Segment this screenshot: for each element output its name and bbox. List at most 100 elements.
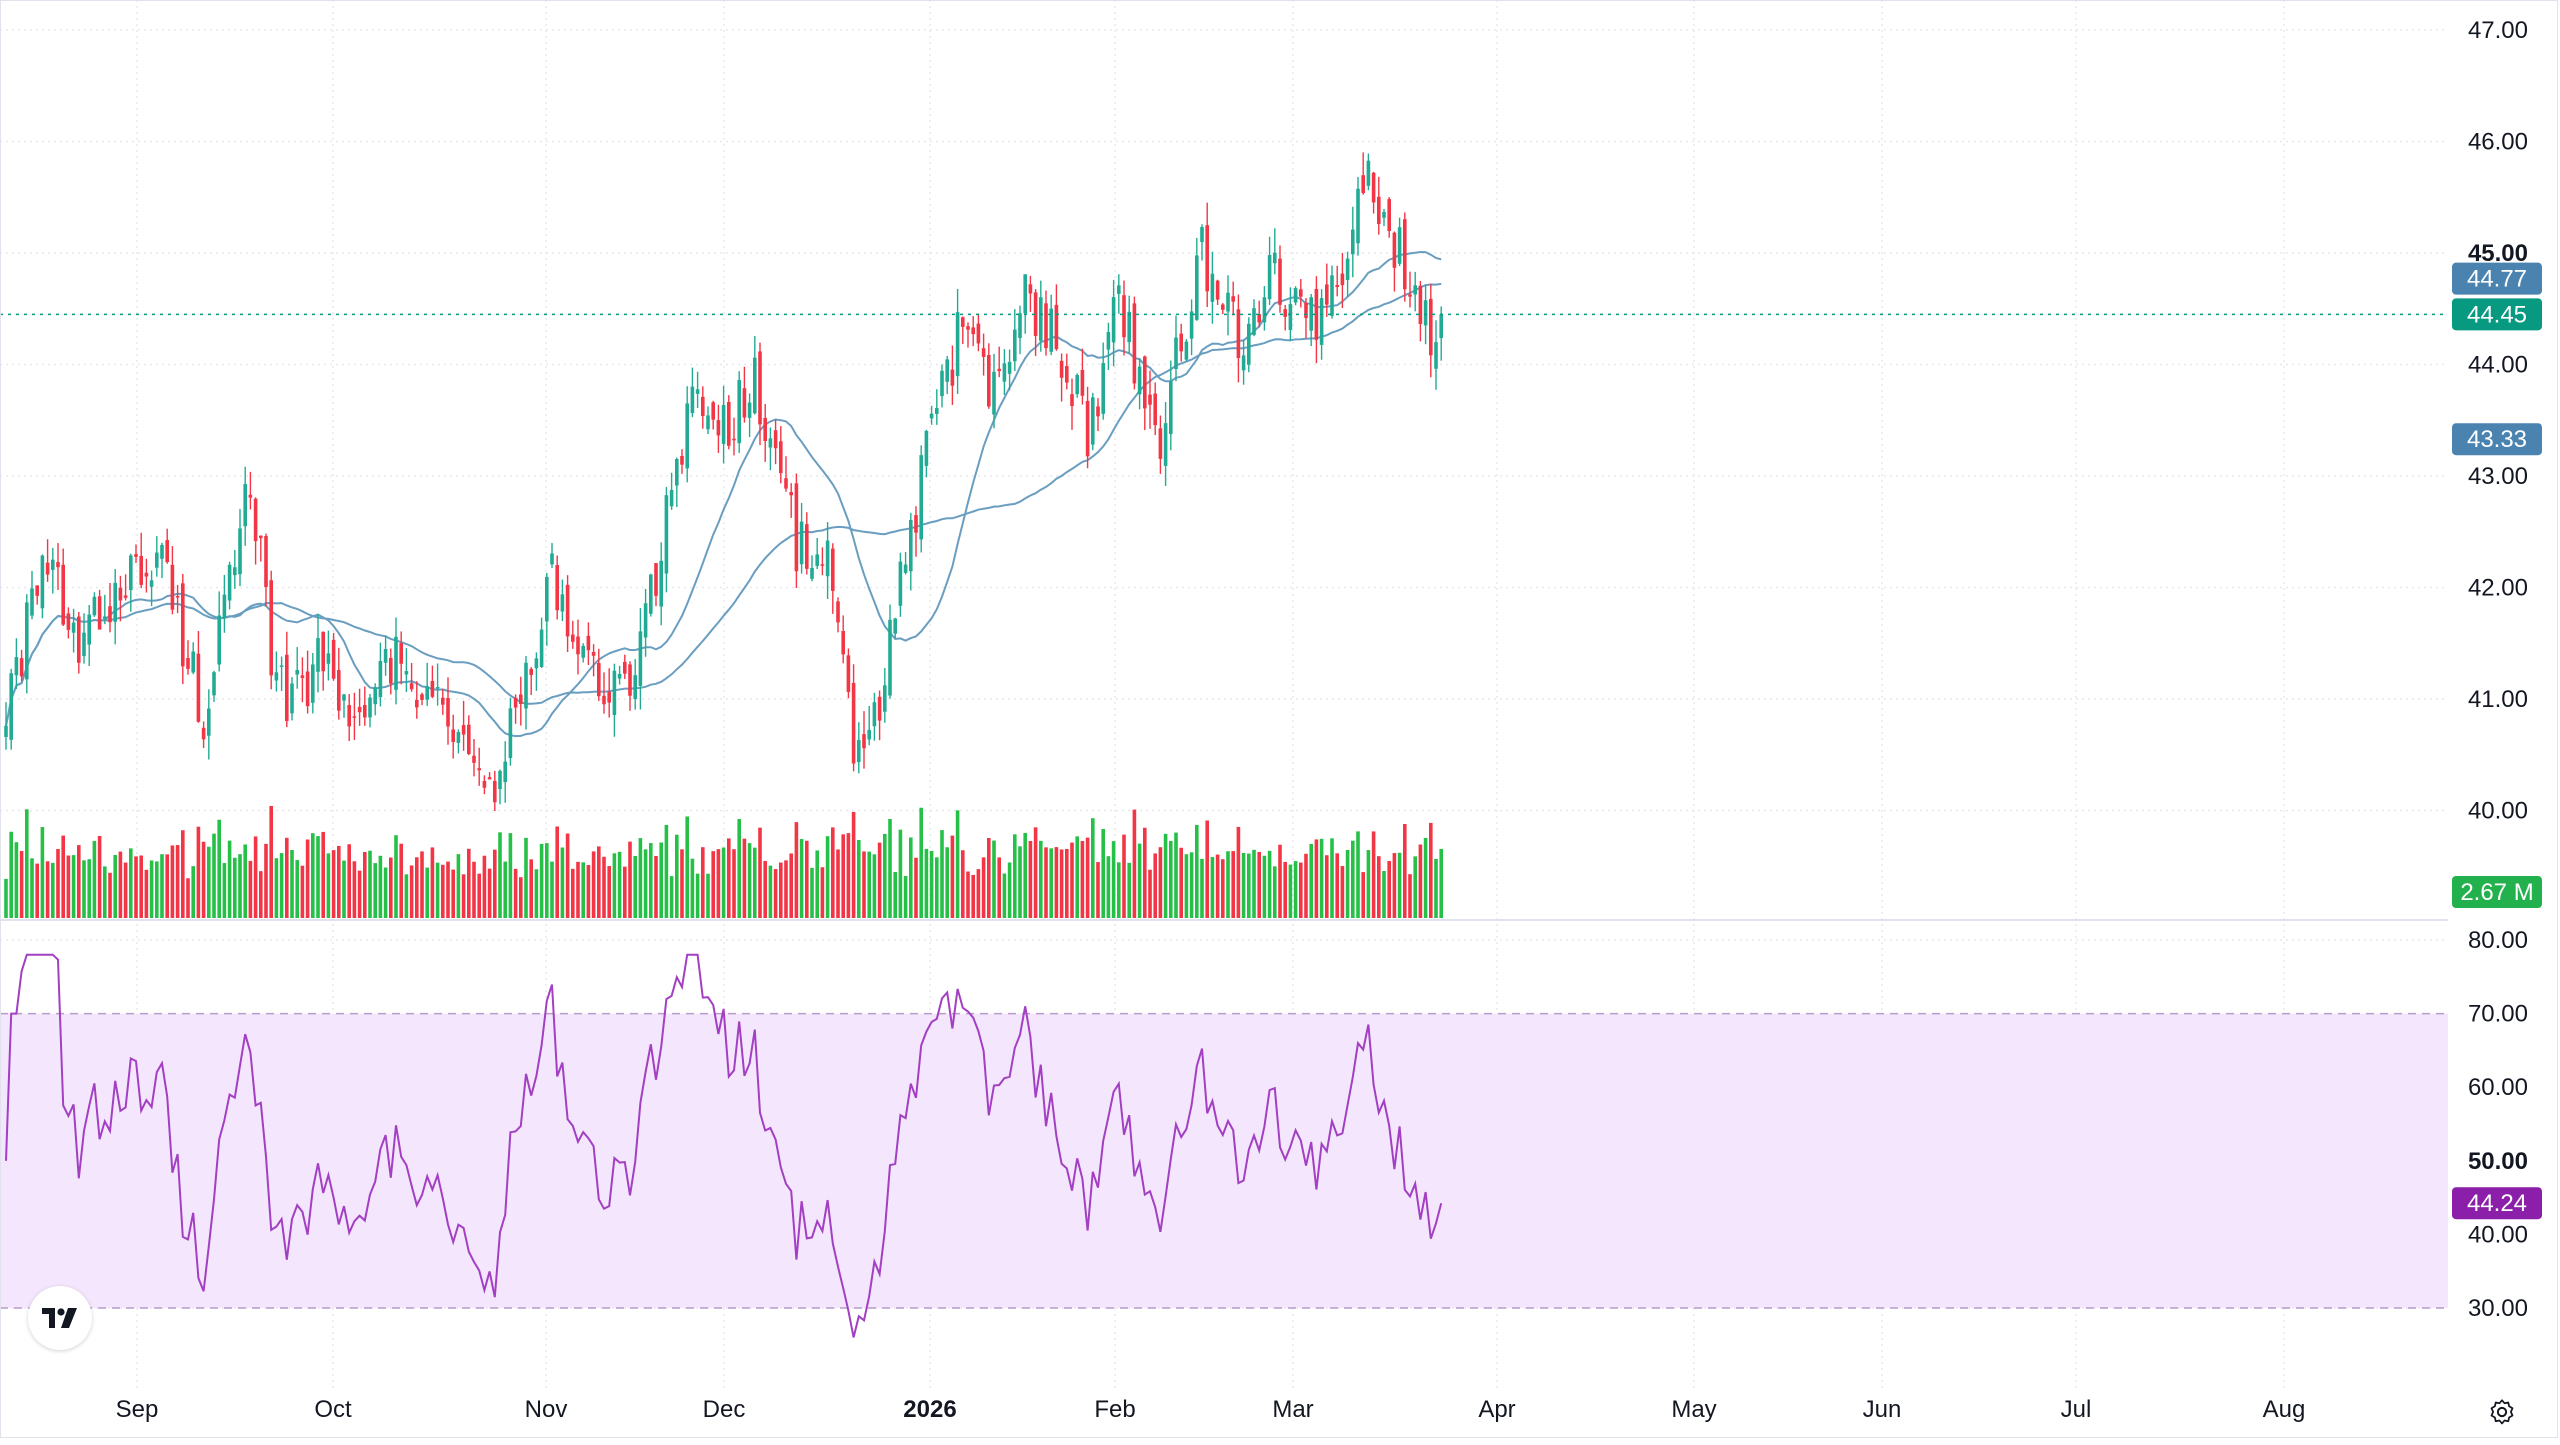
volume-bar xyxy=(555,826,559,918)
volume-bar xyxy=(1262,855,1267,918)
candle-body xyxy=(446,698,450,727)
candle-body xyxy=(279,665,284,667)
candle xyxy=(961,316,965,345)
candle-body xyxy=(420,694,424,700)
volume-bar xyxy=(451,869,455,918)
tradingview-logo-icon[interactable] xyxy=(28,1286,92,1350)
candle-body xyxy=(233,567,237,576)
volume-bar xyxy=(482,855,487,918)
candle xyxy=(768,427,773,471)
candle xyxy=(773,419,778,465)
candle xyxy=(1351,206,1355,278)
volume-bar xyxy=(331,850,336,918)
candle xyxy=(654,563,658,607)
volume-bar xyxy=(524,837,528,918)
candle-body xyxy=(903,564,908,573)
candle xyxy=(571,620,575,649)
volume-bar xyxy=(1439,848,1443,918)
candle-body xyxy=(831,548,835,591)
candle xyxy=(186,640,190,675)
candle-body xyxy=(779,441,783,474)
volume-bar xyxy=(1013,834,1017,918)
volume-bar xyxy=(477,873,481,918)
rsi-tick: 60.00 xyxy=(2468,1074,2528,1101)
candle-body xyxy=(196,653,201,722)
candle xyxy=(170,546,175,615)
candle-body xyxy=(1377,196,1381,225)
candle-body xyxy=(966,326,970,330)
candle-body xyxy=(243,483,247,527)
candle-body xyxy=(976,323,981,344)
candle xyxy=(1257,300,1261,328)
candle-body xyxy=(1101,363,1105,414)
candle xyxy=(903,552,908,575)
volume-bar xyxy=(1153,853,1157,918)
candle xyxy=(545,572,549,646)
candle-body xyxy=(524,662,528,709)
volume-bar xyxy=(295,860,299,918)
candle-body xyxy=(1403,219,1407,290)
candle-body xyxy=(493,780,497,803)
candle xyxy=(1325,263,1329,317)
candle xyxy=(1387,197,1391,238)
volume-bar xyxy=(40,827,45,918)
candle-body xyxy=(295,669,299,675)
time-tick: Dec xyxy=(703,1396,746,1423)
candle-body xyxy=(669,489,674,507)
candle xyxy=(789,483,793,518)
candle xyxy=(857,722,861,774)
candle xyxy=(1283,305,1287,331)
candle-body xyxy=(394,636,398,690)
candle-body xyxy=(9,673,13,740)
candle xyxy=(233,550,237,589)
candle-body xyxy=(1169,381,1173,434)
volume-bar xyxy=(529,859,533,918)
rsi-tick: 50.00 xyxy=(2468,1148,2528,1175)
candle xyxy=(872,692,877,741)
volume-bar xyxy=(841,834,845,918)
volume-bar xyxy=(1096,862,1100,918)
candle-body xyxy=(409,683,414,690)
volume-bar xyxy=(1044,847,1048,918)
candle xyxy=(477,747,481,786)
volume-bar xyxy=(820,867,825,918)
volume-bar xyxy=(212,833,216,918)
volume-bar xyxy=(1340,866,1345,918)
volume-bar xyxy=(1007,862,1012,918)
candle-body xyxy=(383,648,388,663)
candle-body xyxy=(352,716,357,718)
time-axis[interactable]: Sep Oct Nov Dec 2026 Feb Mar Apr May Jun… xyxy=(116,1396,2306,1423)
candle-body xyxy=(175,596,180,598)
volume-bar xyxy=(633,855,637,918)
volume-bar xyxy=(1002,873,1007,918)
candle xyxy=(643,588,648,657)
candle-body xyxy=(1148,394,1152,405)
candle xyxy=(1418,280,1423,342)
candle xyxy=(1111,279,1116,367)
volume-bar xyxy=(1137,843,1142,918)
candle-body xyxy=(680,455,684,465)
candle-body xyxy=(56,562,60,568)
candle xyxy=(155,536,159,577)
candle xyxy=(1002,349,1007,395)
volume-bar xyxy=(1106,856,1111,918)
volume-bar xyxy=(238,854,242,918)
candle-body xyxy=(961,317,965,327)
volume-bar xyxy=(664,824,669,918)
volume-bar xyxy=(903,876,908,918)
volume-bar xyxy=(961,850,965,918)
candle xyxy=(805,512,809,575)
candle xyxy=(1127,295,1131,354)
candle xyxy=(758,342,762,446)
candle xyxy=(1137,358,1142,410)
volume-bar xyxy=(597,846,601,918)
candle-body xyxy=(1132,303,1137,384)
rsi-axis[interactable]: 80.00 70.00 60.00 50.00 40.00 30.00 xyxy=(2468,927,2528,1322)
price-axis[interactable]: 47.00 46.00 45.00 44.00 43.00 42.00 41.0… xyxy=(2468,17,2528,825)
gear-icon[interactable] xyxy=(2484,1394,2520,1430)
volume-bar xyxy=(877,842,882,918)
volume-bar xyxy=(181,830,185,918)
candle xyxy=(685,386,689,483)
candle xyxy=(1309,293,1313,347)
